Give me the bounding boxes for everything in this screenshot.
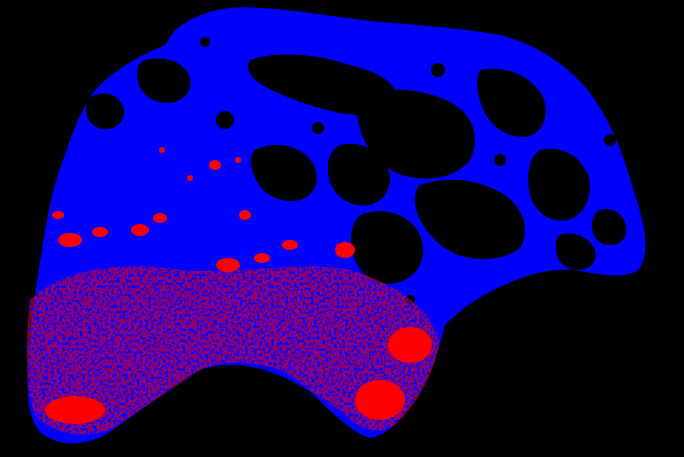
- red-region: [26, 147, 440, 435]
- void-regions: [85, 37, 627, 305]
